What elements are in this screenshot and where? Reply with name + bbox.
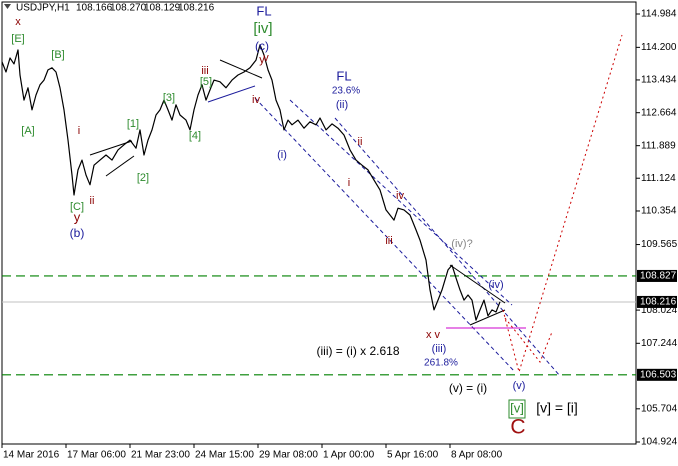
channel-line — [289, 99, 513, 306]
wave-label: i — [348, 177, 350, 189]
level-label-bg — [637, 368, 677, 381]
quote-close: 108.216 — [178, 3, 215, 14]
wave-label: (b) — [70, 226, 85, 240]
wave-label: (iv)? — [451, 238, 472, 250]
wave-label: x — [15, 16, 21, 28]
level-label-bg — [637, 269, 677, 282]
x-tick-label: 29 Mar 08:00 — [259, 450, 318, 461]
level-label-bg — [637, 295, 677, 308]
wave-label: [B] — [51, 49, 64, 61]
annotations: x [E] [A] [B] i [1] [2] ii [C] y (b) [3]… — [11, 3, 578, 438]
y-tick-label: 105.704 — [641, 403, 678, 414]
wave-label: x v — [426, 329, 441, 341]
quote-high: 108.270 — [110, 3, 147, 14]
wave-label: C — [510, 416, 525, 439]
wave-label: 261.8% — [424, 358, 458, 369]
wave-label: i — [78, 125, 80, 137]
trend-line — [105, 155, 135, 177]
x-tick-label: 24 Mar 15:00 — [195, 450, 254, 461]
y-tick-label: 114.984 — [641, 9, 677, 20]
wave-label: [iv] — [253, 20, 272, 37]
quote-open: 108.166 — [76, 3, 113, 14]
wave-label: iv — [252, 94, 260, 106]
y-tick-label: 111.124 — [641, 173, 676, 184]
wave-label: y — [74, 209, 81, 224]
wave-label: [E] — [11, 33, 24, 45]
wave-label: [v] — [510, 400, 524, 415]
y-tick-label: 107.244 — [641, 338, 678, 349]
y-tick-label: 111.889 — [641, 140, 676, 151]
y-tick-label: 110.354 — [641, 206, 677, 217]
wave-label: (ii) — [336, 99, 348, 111]
y-tick-label: 109.565 — [641, 239, 678, 250]
trend-line — [469, 309, 506, 326]
projection-path — [502, 34, 623, 374]
wave-label: (i) — [277, 149, 287, 161]
level-label: 106.503 — [640, 369, 677, 380]
wave-label: [C] — [70, 201, 84, 213]
x-tick-label: 1 Apr 00:00 — [323, 450, 375, 461]
wave-note: (v) = (i) — [449, 381, 487, 395]
chart-title: USDJPY,H1 — [16, 3, 70, 14]
x-tick-label: 5 Apr 16:00 — [387, 450, 439, 461]
wave-label: (iii) — [432, 343, 447, 355]
channel-line — [334, 117, 561, 377]
level-label: 108.827 — [640, 271, 677, 282]
level-label: 108.216 — [640, 297, 677, 308]
y-tick-label: 113.434 — [641, 75, 677, 86]
wave-label: iii — [201, 65, 208, 77]
trend-line — [449, 264, 506, 304]
y-tick-label: 104.924 — [641, 437, 678, 448]
wave-label: [5] — [200, 76, 212, 88]
wave-label: [A] — [21, 125, 34, 137]
wave-label: v — [263, 52, 269, 64]
wave-note: (iii) = (i) x 2.618 — [316, 344, 399, 358]
price-line — [1, 44, 501, 321]
plot-frame — [1, 1, 637, 445]
wave-label: y — [259, 54, 265, 66]
wave-label: FL — [336, 68, 351, 83]
x-tick-label: 21 Mar 23:00 — [131, 450, 190, 461]
wave-label: ii — [90, 195, 95, 207]
wave-label: ii — [358, 136, 363, 148]
wave-label: [1] — [127, 118, 139, 130]
x-tick-label: 8 Apr 08:00 — [451, 450, 503, 461]
label-box — [508, 399, 526, 419]
header-icon — [4, 4, 11, 9]
trend-line — [207, 85, 256, 103]
wave-label: (c) — [255, 39, 269, 53]
wave-label: 23.6% — [332, 86, 360, 97]
wave-label: iii — [385, 235, 392, 247]
y-tick-label: 114.200 — [641, 42, 677, 53]
trend-line — [219, 59, 263, 79]
wave-drawings — [1, 34, 636, 419]
y-tick-label: 112.664 — [641, 107, 677, 118]
wave-label: [4] — [189, 130, 201, 142]
wave-label: [2] — [137, 172, 149, 184]
x-tick-label: 14 Mar 2016 — [3, 450, 60, 461]
projection-path — [504, 317, 553, 363]
wave-label: (v) — [513, 380, 526, 392]
x-tick-label: 17 Mar 06:00 — [67, 450, 126, 461]
wave-label: iv — [396, 190, 404, 202]
wave-label: FL — [256, 3, 271, 18]
y-tick-label: 108.024 — [641, 305, 678, 316]
quote-low: 108.129 — [144, 3, 181, 14]
wave-label: [3] — [163, 92, 175, 104]
wave-label: (iv) — [488, 279, 503, 291]
header: USDJPY,H1 108.166 108.270 108.129 108.21… — [4, 3, 215, 14]
wave-note: [v] = [i] — [536, 400, 578, 416]
